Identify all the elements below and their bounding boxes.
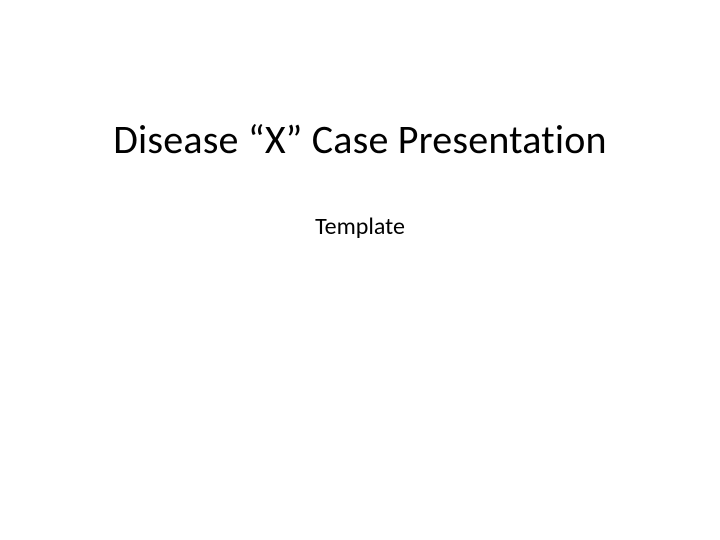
slide-container: Disease “X” Case Presentation Template (0, 0, 720, 540)
slide-subtitle: Template (315, 212, 405, 241)
slide-title: Disease “X” Case Presentation (113, 115, 607, 164)
